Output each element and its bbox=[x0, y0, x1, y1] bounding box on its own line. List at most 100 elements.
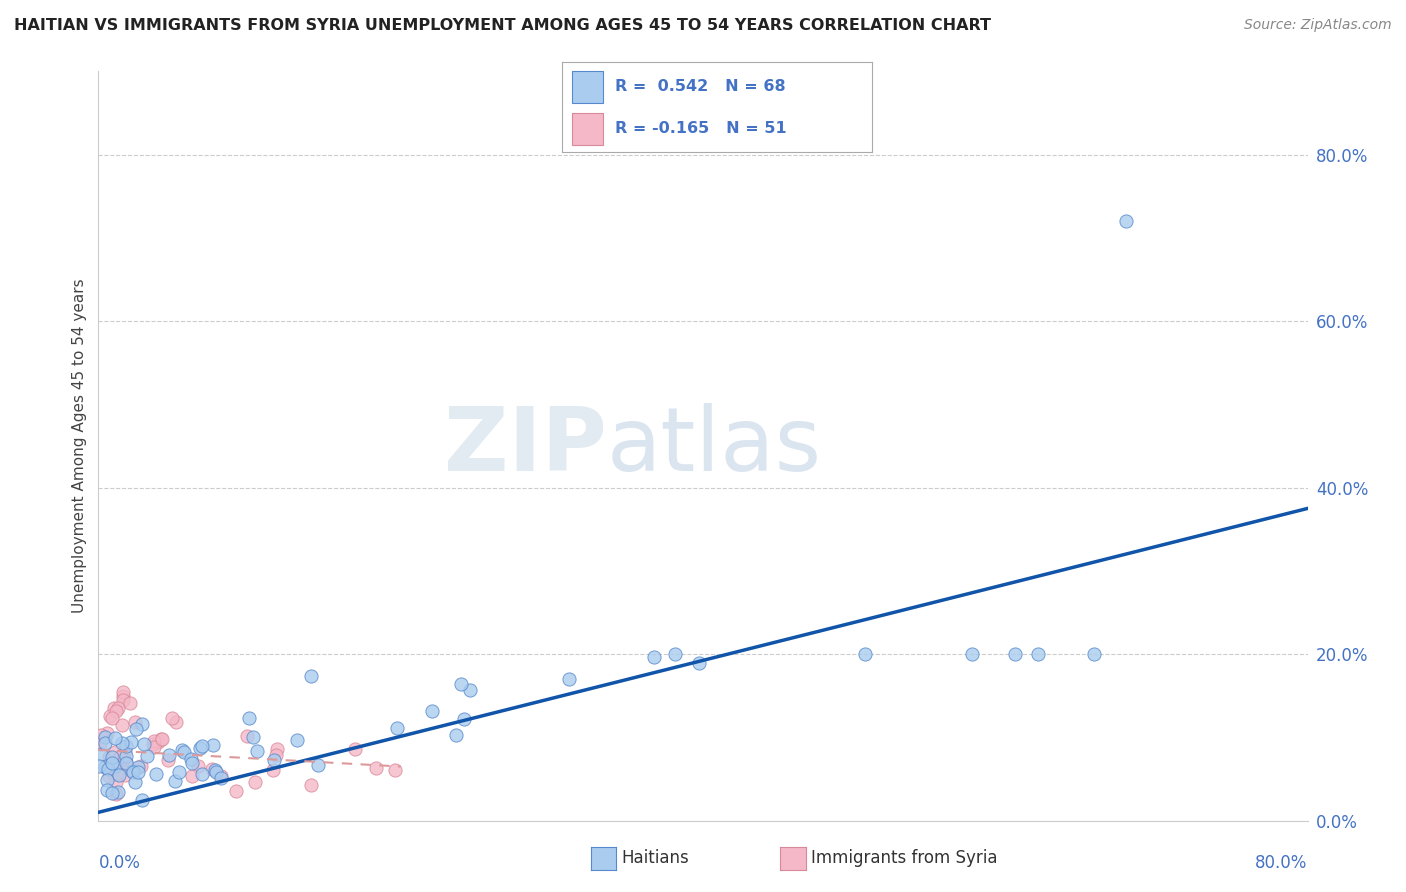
Point bbox=[100, 785, 122, 799]
Point bbox=[225, 784, 247, 798]
Point bbox=[165, 774, 187, 789]
Point bbox=[664, 647, 686, 661]
Point bbox=[131, 717, 153, 731]
Point bbox=[145, 766, 167, 780]
Point bbox=[173, 745, 195, 759]
Point bbox=[105, 787, 128, 801]
Point bbox=[558, 673, 581, 687]
Point bbox=[205, 764, 228, 779]
Point bbox=[180, 769, 202, 783]
Bar bbox=[572, 113, 603, 145]
Point bbox=[114, 768, 136, 782]
Point bbox=[458, 682, 481, 697]
Point bbox=[262, 764, 284, 778]
Point bbox=[143, 740, 166, 755]
Point bbox=[103, 700, 125, 714]
Point bbox=[962, 647, 984, 661]
Point bbox=[142, 733, 165, 747]
Point bbox=[420, 704, 443, 718]
Point bbox=[148, 735, 170, 749]
Point bbox=[90, 747, 112, 762]
Point bbox=[343, 742, 366, 756]
Point bbox=[307, 757, 329, 772]
Point bbox=[157, 753, 180, 767]
Point bbox=[172, 742, 194, 756]
Text: HAITIAN VS IMMIGRANTS FROM SYRIA UNEMPLOYMENT AMONG AGES 45 TO 54 YEARS CORRELAT: HAITIAN VS IMMIGRANTS FROM SYRIA UNEMPLO… bbox=[14, 18, 991, 33]
Point bbox=[180, 752, 202, 766]
Text: R =  0.542   N = 68: R = 0.542 N = 68 bbox=[614, 79, 786, 95]
Point bbox=[127, 759, 149, 773]
Point bbox=[101, 711, 124, 725]
Point bbox=[96, 772, 118, 787]
Point bbox=[108, 768, 131, 782]
Point bbox=[181, 756, 204, 770]
Point bbox=[112, 751, 135, 765]
Bar bbox=[572, 71, 603, 103]
Point bbox=[111, 718, 134, 732]
Point bbox=[301, 668, 323, 682]
Text: Immigrants from Syria: Immigrants from Syria bbox=[811, 849, 998, 867]
Point bbox=[125, 722, 148, 736]
Point bbox=[104, 745, 127, 759]
Point bbox=[266, 742, 288, 756]
Point bbox=[96, 725, 118, 739]
Point bbox=[93, 736, 115, 750]
Point bbox=[124, 775, 146, 789]
Text: atlas: atlas bbox=[606, 402, 821, 490]
Point bbox=[115, 755, 138, 769]
Point bbox=[235, 729, 257, 743]
Point bbox=[111, 690, 134, 704]
Point bbox=[104, 704, 127, 718]
Point bbox=[364, 760, 387, 774]
Point bbox=[453, 712, 475, 726]
Point bbox=[242, 731, 264, 745]
Point bbox=[98, 709, 121, 723]
Point bbox=[201, 762, 224, 776]
Point bbox=[1026, 647, 1049, 661]
Point bbox=[120, 734, 142, 748]
Point bbox=[96, 782, 118, 797]
Point bbox=[243, 774, 266, 789]
Point bbox=[104, 731, 127, 746]
Point bbox=[121, 764, 143, 778]
Point bbox=[444, 728, 467, 742]
Point bbox=[124, 714, 146, 729]
Point bbox=[108, 753, 131, 767]
Point bbox=[246, 744, 269, 758]
Point bbox=[114, 739, 136, 753]
Point bbox=[384, 764, 406, 778]
Point bbox=[204, 763, 226, 777]
Text: 0.0%: 0.0% bbox=[98, 855, 141, 872]
Point bbox=[187, 759, 209, 773]
Point bbox=[853, 647, 876, 661]
Point bbox=[129, 759, 152, 773]
Point bbox=[285, 732, 308, 747]
Point bbox=[191, 767, 214, 781]
Text: Source: ZipAtlas.com: Source: ZipAtlas.com bbox=[1244, 18, 1392, 32]
Point bbox=[1115, 214, 1137, 228]
Point bbox=[97, 762, 120, 776]
Point bbox=[127, 764, 149, 779]
Point bbox=[107, 785, 129, 799]
Point bbox=[111, 693, 134, 707]
Point bbox=[107, 700, 129, 714]
Point bbox=[135, 748, 157, 763]
Point bbox=[150, 731, 173, 746]
Point bbox=[101, 750, 124, 764]
Text: ZIP: ZIP bbox=[443, 402, 606, 490]
Point bbox=[299, 778, 322, 792]
Point bbox=[104, 775, 127, 789]
Point bbox=[100, 756, 122, 771]
Point bbox=[160, 711, 183, 725]
Point bbox=[264, 747, 287, 762]
Text: 80.0%: 80.0% bbox=[1256, 855, 1308, 872]
Point bbox=[111, 684, 134, 698]
Text: R = -0.165   N = 51: R = -0.165 N = 51 bbox=[614, 121, 786, 136]
Point bbox=[688, 657, 710, 671]
Point bbox=[114, 744, 136, 758]
Point bbox=[89, 737, 111, 751]
Point bbox=[188, 741, 211, 756]
Point bbox=[167, 764, 190, 779]
Point bbox=[111, 736, 134, 750]
Point bbox=[149, 731, 172, 746]
